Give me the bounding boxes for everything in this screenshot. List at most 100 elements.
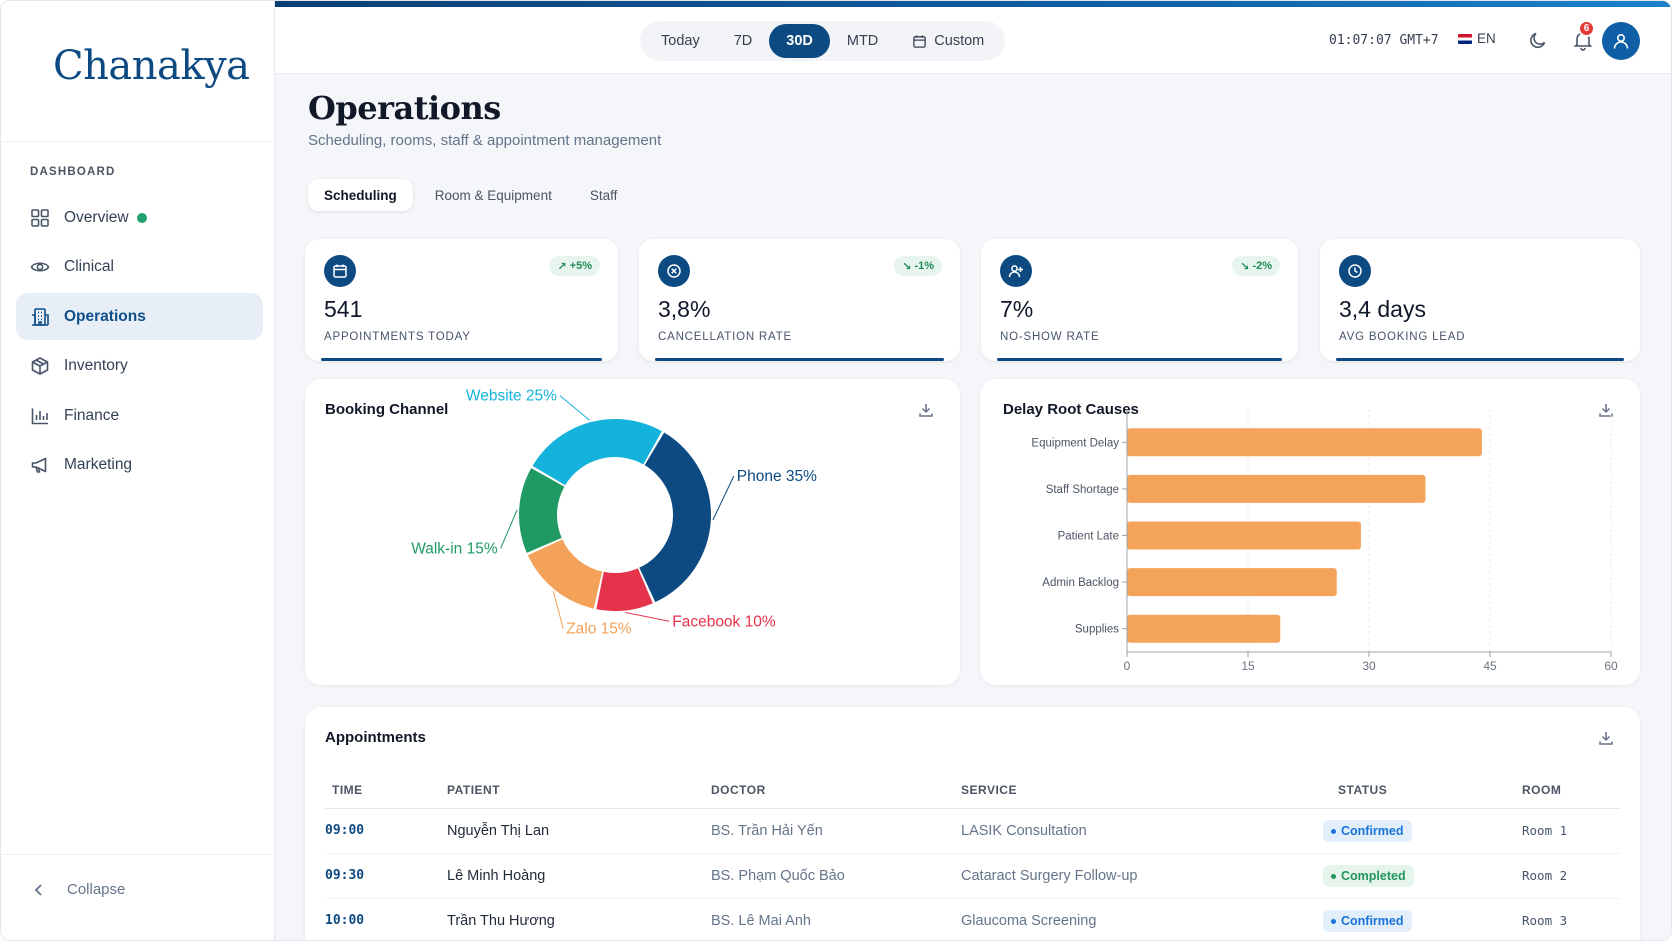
dark-mode-toggle[interactable] — [1527, 29, 1549, 51]
y-tick-label: Supplies — [1075, 624, 1119, 636]
kpi-value: 3,4 days — [1339, 296, 1426, 322]
bar[interactable] — [1127, 614, 1281, 643]
notification-badge: 6 — [1578, 20, 1595, 37]
time-cell: 10:00 — [325, 913, 365, 928]
column-header-time[interactable]: TIME — [332, 783, 363, 797]
patient-cell: Lê Minh Hoàng — [447, 868, 546, 884]
label-leader-line — [712, 475, 735, 521]
sidebar: Chanakya DASHBOARD Overview Clinical — [1, 1, 275, 940]
range-30d-button[interactable]: 30D — [769, 24, 830, 58]
table-row[interactable]: 09:00 Nguyễn Thị Lan BS. Trần Hải Yến LA… — [325, 809, 1620, 854]
chevron-left-icon — [34, 883, 42, 896]
patient-cell: Nguyễn Thị Lan — [447, 823, 550, 839]
download-button[interactable] — [917, 401, 935, 419]
slice-label: Walk-in 15% — [411, 540, 498, 557]
avatar[interactable] — [1602, 22, 1640, 60]
sidebar-item-label: Inventory — [64, 357, 128, 374]
sidebar-item-label: Clinical — [64, 258, 114, 275]
donut-slice[interactable] — [532, 419, 662, 486]
sidebar-item-label: Marketing — [64, 456, 133, 473]
table-header: TIME PATIENT DOCTOR SERVICE STATUS ROOM — [325, 777, 1620, 809]
y-tick-label: Admin Backlog — [1042, 577, 1119, 589]
tab-staff[interactable]: Staff — [589, 187, 618, 203]
sidebar-item-inventory[interactable]: Inventory — [16, 343, 263, 390]
divider — [1, 854, 275, 855]
building-icon — [29, 306, 51, 328]
doctor-cell: BS. Phạm Quốc Bảo — [711, 868, 845, 884]
tab-room-equipment[interactable]: Room & Equipment — [434, 187, 552, 203]
bar[interactable] — [1127, 521, 1361, 550]
sidebar-item-operations[interactable]: Operations — [16, 293, 263, 340]
megaphone-icon — [29, 454, 51, 476]
language-selector[interactable]: EN — [1458, 31, 1496, 46]
patient-cell: Trần Thu Hương — [447, 913, 555, 929]
donut-slice[interactable] — [596, 568, 653, 611]
delay-root-causes-chart: 0 15 30 45 60 Equipment Delay Staff Shortage Pa… — [1031, 409, 1618, 673]
y-tick-label: Equipment Delay — [1031, 437, 1119, 449]
column-header-room[interactable]: ROOM — [1522, 783, 1562, 797]
column-header-doctor[interactable]: DOCTOR — [711, 783, 766, 797]
date-range-selector: Today 7D 30D MTD Custom — [640, 21, 1006, 61]
doctor-cell: BS. Lê Mai Anh — [711, 913, 811, 929]
kpi-value: 3,8% — [658, 296, 711, 322]
column-header-service[interactable]: SERVICE — [961, 783, 1017, 797]
bar[interactable] — [1127, 474, 1426, 503]
moon-icon — [1530, 32, 1546, 49]
user-plus-icon — [1000, 255, 1032, 287]
panel-title: Booking Channel — [325, 401, 449, 418]
service-cell: Glaucoma Screening — [961, 913, 1097, 929]
clock-readout: 01:07:07 GMT+7 — [1329, 33, 1439, 48]
sidebar-item-clinical[interactable]: Clinical — [16, 244, 263, 291]
table-row[interactable]: 10:00 Trần Thu Hương BS. Lê Mai Anh Glau… — [325, 899, 1620, 940]
label-leader-line — [500, 509, 518, 549]
status-badge: Confirmed — [1323, 820, 1412, 842]
bar[interactable] — [1127, 568, 1337, 597]
table-row[interactable]: 09:30 Lê Minh Hoàng BS. Phạm Quốc Bảo Ca… — [325, 854, 1620, 899]
bar[interactable] — [1127, 428, 1482, 457]
panel-title: Delay Root Causes — [1003, 401, 1139, 418]
kpi-value: 7% — [1000, 296, 1034, 322]
range-today-button[interactable]: Today — [661, 33, 700, 49]
sidebar-item-marketing[interactable]: Marketing — [16, 442, 263, 489]
room-cell: Room 1 — [1522, 823, 1568, 838]
box-icon — [29, 355, 51, 377]
range-mtd-button[interactable]: MTD — [846, 33, 879, 49]
time-cell: 09:00 — [325, 823, 365, 838]
x-tick-label: 45 — [1483, 659, 1497, 673]
tab-scheduling[interactable]: Scheduling — [308, 179, 413, 211]
x-circle-icon — [658, 255, 690, 287]
download-button[interactable] — [1597, 729, 1615, 747]
label-leader-line — [559, 395, 590, 421]
appointments-panel: Appointments TIME PATIENT DOCTOR SERVICE… — [305, 707, 1640, 940]
column-header-patient[interactable]: PATIENT — [447, 783, 501, 797]
status-dot — [136, 212, 147, 223]
donut-slice[interactable] — [519, 468, 565, 553]
x-tick-label: 30 — [1362, 659, 1376, 673]
sidebar-item-overview[interactable]: Overview — [16, 194, 263, 241]
slice-label: Zalo 15% — [566, 621, 632, 638]
donut-slice[interactable] — [527, 539, 603, 609]
sidebar-item-finance[interactable]: Finance — [16, 392, 263, 439]
status-badge: Completed — [1323, 865, 1414, 887]
kpi-label: AVG BOOKING LEAD — [1339, 331, 1466, 343]
trend-badge: ↗ +5% — [549, 256, 600, 276]
room-cell: Room 3 — [1522, 913, 1568, 928]
trend-badge: ↘ -2% — [1232, 256, 1280, 276]
bar-chart-icon — [29, 405, 51, 427]
booking-channel-panel: Booking Channel Phone 35% Facebook 10% Zal… — [305, 379, 960, 685]
user-icon — [1613, 33, 1629, 49]
column-header-status[interactable]: STATUS — [1338, 783, 1388, 797]
brand-logo[interactable]: Chanakya — [53, 43, 250, 89]
kpi-label: CANCELLATION RATE — [658, 331, 792, 343]
room-cell: Room 2 — [1522, 868, 1568, 883]
range-custom-label: Custom — [934, 33, 985, 49]
y-tick-label: Staff Shortage — [1046, 484, 1119, 496]
collapse-button[interactable]: Collapse — [31, 881, 125, 898]
kpi-label: NO-SHOW RATE — [1000, 331, 1100, 343]
donut-slice[interactable] — [639, 432, 711, 603]
range-7d-button[interactable]: 7D — [733, 33, 753, 49]
x-tick-label: 60 — [1604, 659, 1618, 673]
download-button[interactable] — [1597, 401, 1615, 419]
range-custom-button[interactable]: Custom — [895, 24, 1001, 58]
